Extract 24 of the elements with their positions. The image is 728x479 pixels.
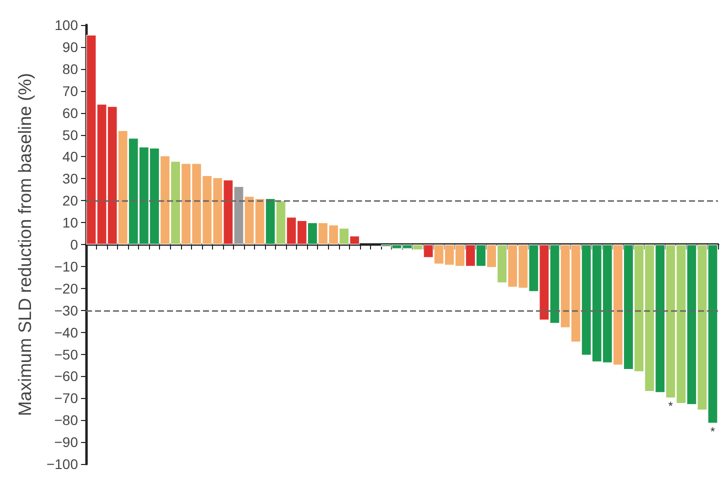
y-axis-title: Maximum SLD reduction from baseline (%) xyxy=(15,72,35,416)
y-tick-label: −10 xyxy=(54,258,78,274)
y-tick-label: 20 xyxy=(62,192,78,209)
y-tick-label: 80 xyxy=(62,60,78,77)
y-tick-label: −100 xyxy=(46,456,78,472)
y-tick-label: −80 xyxy=(54,412,78,428)
y-tick-label: −50 xyxy=(54,346,78,362)
annotation: * xyxy=(710,424,716,438)
y-tick-label: 70 xyxy=(62,82,78,99)
y-tick-label: 90 xyxy=(62,38,78,55)
y-tick-label: −30 xyxy=(54,302,78,318)
y-tick-label: 30 xyxy=(62,170,78,187)
y-tick-label: −20 xyxy=(54,280,78,296)
y-tick-label: 50 xyxy=(62,126,78,143)
y-tick-label: −90 xyxy=(54,434,78,450)
y-tick-label: 10 xyxy=(62,214,78,231)
annotation: * xyxy=(668,399,674,414)
y-tick-label: 0 xyxy=(70,236,78,252)
y-tick-label: 40 xyxy=(62,148,78,165)
y-tick-label: −60 xyxy=(54,368,78,384)
y-tick-label: −70 xyxy=(54,390,78,406)
y-tick-label: 100 xyxy=(54,17,78,33)
y-tick-label: 60 xyxy=(62,104,78,121)
y-tick-label: −40 xyxy=(54,324,78,340)
